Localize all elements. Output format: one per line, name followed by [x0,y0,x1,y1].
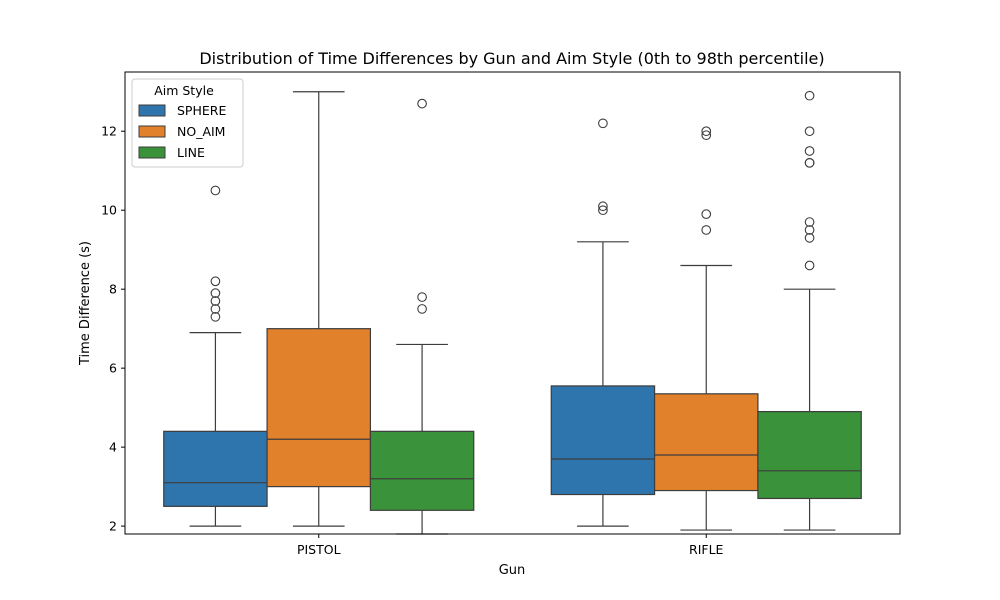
outlier-point [701,126,712,137]
box-pistol-line [369,98,475,535]
legend: Aim Style SPHERE NO_AIM LINE [131,78,244,168]
outlier-point [210,276,221,287]
outlier-point [804,217,815,227]
outlier-point [804,225,815,235]
x-tick-label: RIFLE [689,542,724,557]
y-tick-label: 10 [101,203,117,218]
legend-swatch [138,104,166,117]
outlier-point [598,205,608,216]
outlier-point [210,296,221,306]
outlier-point [804,126,815,137]
outlier-point [701,209,712,220]
box-pistol-no-aim [266,91,372,527]
box-rifle-line [757,90,862,531]
outlier-point [804,157,815,168]
chart-title: Distribution of Time Differences by Gun … [199,49,824,68]
plot-frame [124,71,901,535]
outlier-point [598,201,608,212]
outlier-point [210,304,221,314]
outlier-point [210,311,221,322]
box-rifle-sphere [550,118,656,527]
outlier-point [804,232,815,243]
y-tick-label: 2 [109,519,117,534]
box-body [757,410,862,500]
y-tick-label: 6 [109,361,117,376]
y-tick-label: 12 [101,124,117,139]
box-body [550,385,656,496]
box-pistol-sphere [163,185,268,527]
box-body [163,430,268,507]
box-body [653,393,759,492]
outlier-point [210,288,221,298]
outlier-point [804,90,815,101]
outlier-point [417,292,427,302]
legend-frame [131,78,244,168]
legend-entries: SPHERE NO_AIM LINE [138,103,226,160]
outlier-point [804,146,815,156]
y-axis-label: Time Difference (s) [78,241,93,366]
plot-area [163,90,862,535]
outlier-point [804,260,815,271]
outlier-point [210,185,221,196]
x-axis-label: Gun [499,563,526,578]
box-rifle-no-aim [653,126,759,531]
y-tick-label: 4 [109,440,117,455]
legend-title: Aim Style [154,83,214,98]
legend-label: SPHERE [177,103,226,118]
legend-swatch [138,125,166,138]
box-body [266,328,372,488]
legend-label: NO_AIM [177,124,225,139]
outlier-point [417,304,427,314]
outlier-point [598,118,608,129]
x-tick-label: PISTOL [297,542,341,557]
outlier-point [417,98,427,109]
axes: 2 4 6 8 10 12 PISTOL RIFLE [101,124,723,557]
outlier-point [701,225,712,235]
outlier-point [701,130,712,141]
box-body [369,430,475,511]
legend-label: LINE [177,145,205,160]
legend-swatch [138,146,166,159]
y-tick-label: 8 [109,282,117,297]
